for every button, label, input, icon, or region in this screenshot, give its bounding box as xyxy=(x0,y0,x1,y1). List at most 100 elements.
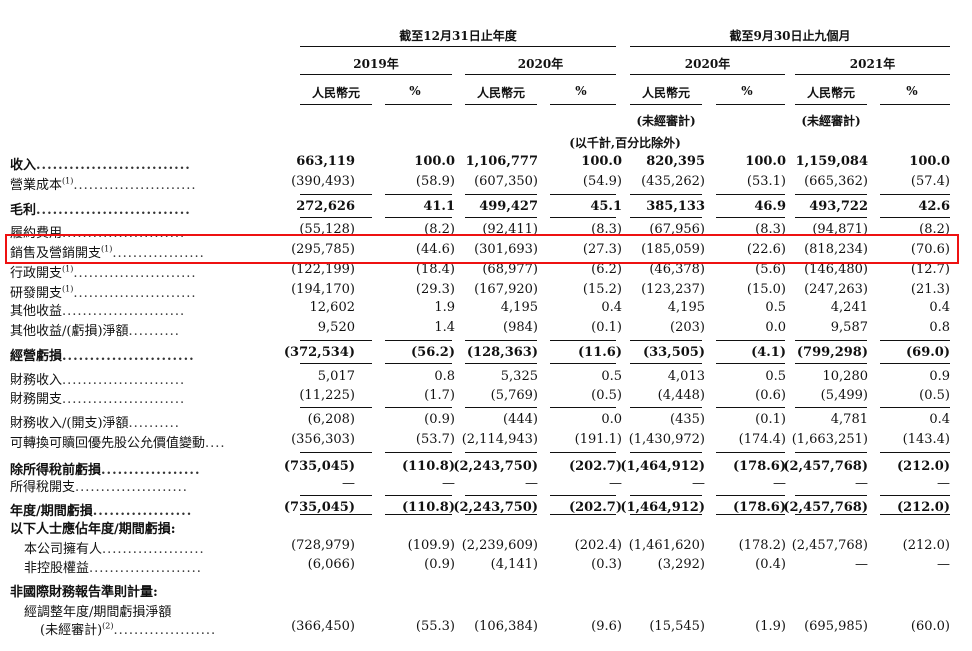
cell-value: 499,427 xyxy=(479,199,538,214)
cell-value: 100.0 xyxy=(909,154,950,169)
cell-value: (0.4) xyxy=(755,557,786,572)
cell-value: (8.3) xyxy=(755,222,786,237)
cell-value: (178.6) xyxy=(732,459,786,474)
cell-value: 4,195 xyxy=(500,300,538,315)
cell-value: (1,461,620) xyxy=(628,538,705,553)
cell-value: 820,395 xyxy=(646,154,705,169)
cell-value: (212.0) xyxy=(902,538,950,553)
cell-value: (435) xyxy=(670,412,705,427)
cell-value: — xyxy=(525,476,538,491)
cell-value: (390,493) xyxy=(291,174,355,189)
unit-currency: 人民幣元 xyxy=(311,86,360,100)
cell-value: (1,464,912) xyxy=(620,500,705,515)
cell-value: (212.0) xyxy=(896,459,950,474)
cell-value: (0.9) xyxy=(424,557,455,572)
unit-currency: 人民幣元 xyxy=(806,86,855,100)
cell-value: (33,505) xyxy=(642,345,705,360)
cell-value: (21.3) xyxy=(910,282,950,297)
cell-value: (68,977) xyxy=(482,262,538,277)
cell-value: (356,303) xyxy=(291,432,355,447)
cell-value: — xyxy=(442,476,455,491)
cell-value: (6.2) xyxy=(591,262,622,277)
cell-value: (0.9) xyxy=(424,412,455,427)
cell-value: (55,128) xyxy=(299,222,355,237)
cell-value: 0.0 xyxy=(765,320,786,335)
unit-percent: % xyxy=(741,84,753,98)
cell-value: (0.6) xyxy=(755,388,786,403)
unit-percent: % xyxy=(575,84,587,98)
cell-value: — xyxy=(773,476,786,491)
cell-value: (4,141) xyxy=(490,557,538,572)
cell-value: (174.4) xyxy=(738,432,786,447)
cell-value: (58.9) xyxy=(415,174,455,189)
cell-value: (247,263) xyxy=(804,282,868,297)
cell-value: (92,411) xyxy=(482,222,538,237)
cell-value: (301,693) xyxy=(474,242,538,257)
row-label: 經調整年度/期間虧損淨額 xyxy=(24,605,172,620)
row-label: 財務收入........................ xyxy=(10,373,186,388)
thousands-note: (以千計,百分比除外) xyxy=(569,136,681,150)
cell-value: 0.4 xyxy=(929,412,950,427)
cell-value: 1,106,777 xyxy=(465,154,538,169)
year-header-2019: 2019年 xyxy=(353,57,399,71)
cell-value: (1.7) xyxy=(424,388,455,403)
cell-value: — xyxy=(692,476,705,491)
cell-value: (607,350) xyxy=(474,174,538,189)
cell-value: — xyxy=(609,476,622,491)
cell-value: (0.3) xyxy=(591,557,622,572)
cell-value: 100.0 xyxy=(745,154,786,169)
year-header-2020-nine-months: 2020年 xyxy=(684,57,731,71)
cell-value: — xyxy=(937,476,950,491)
cell-value: 12,602 xyxy=(309,300,356,315)
cell-value: (2,457,768) xyxy=(783,459,868,474)
cell-value: (735,045) xyxy=(283,500,355,515)
cell-value: 493,722 xyxy=(809,199,868,214)
cell-value: (2,243,750) xyxy=(453,459,538,474)
row-label: 以下人士應佔年度/期間虧損: xyxy=(10,522,176,537)
unaudited-label-2020: (未經審計) xyxy=(636,114,696,128)
cell-value: (110.8) xyxy=(401,459,455,474)
cell-value: (202.7) xyxy=(568,500,622,515)
cell-value: 5,325 xyxy=(500,369,538,384)
unit-percent: % xyxy=(906,84,918,98)
cell-value: (178.6) xyxy=(732,500,786,515)
cell-value: (5.6) xyxy=(755,262,786,277)
cell-value: (146,480) xyxy=(804,262,868,277)
cell-value: 4,013 xyxy=(667,369,705,384)
cell-value: (435,262) xyxy=(641,174,705,189)
cell-value: 663,119 xyxy=(296,154,355,169)
cell-value: (29.3) xyxy=(415,282,455,297)
cell-value: (372,534) xyxy=(283,345,355,360)
cell-value: 5,017 xyxy=(317,369,355,384)
cell-value: (57.4) xyxy=(910,174,950,189)
cell-value: 0.8 xyxy=(929,320,950,335)
cell-value: (4.1) xyxy=(751,345,786,360)
cell-value: (2,239,609) xyxy=(461,538,538,553)
cell-value: (0.1) xyxy=(591,320,622,335)
cell-value: 0.4 xyxy=(601,300,622,315)
cell-value: (5,769) xyxy=(490,388,538,403)
cell-value: (67,956) xyxy=(649,222,705,237)
row-label: 研發開支(1)........................ xyxy=(10,284,197,301)
cell-value: 0.4 xyxy=(929,300,950,315)
row-label: 除所得稅前虧損.................. xyxy=(10,463,201,478)
cell-value: — xyxy=(937,557,950,572)
cell-value: 4,195 xyxy=(667,300,705,315)
cell-value: (46,378) xyxy=(649,262,705,277)
cell-value: (143.4) xyxy=(902,432,950,447)
row-label: 非控股權益...................... xyxy=(24,561,202,576)
cell-value: (0.5) xyxy=(591,388,622,403)
row-label: (未經審計)(2).................... xyxy=(40,621,217,638)
cell-value: (202.4) xyxy=(574,538,622,553)
cell-value: (202.7) xyxy=(568,459,622,474)
year-header-2021-nine-months: 2021年 xyxy=(849,57,896,71)
cell-value: (0.5) xyxy=(919,388,950,403)
row-label: 行政開支(1)........................ xyxy=(10,264,197,281)
cell-value: (1,464,912) xyxy=(620,459,705,474)
cell-value: 4,781 xyxy=(830,412,868,427)
cell-value: (53.1) xyxy=(746,174,786,189)
cell-value: (2,114,943) xyxy=(461,432,538,447)
cell-value: (15.2) xyxy=(582,282,622,297)
cell-value: (106,384) xyxy=(474,619,538,634)
row-label: 非國際財務報告準則計量: xyxy=(10,585,158,600)
